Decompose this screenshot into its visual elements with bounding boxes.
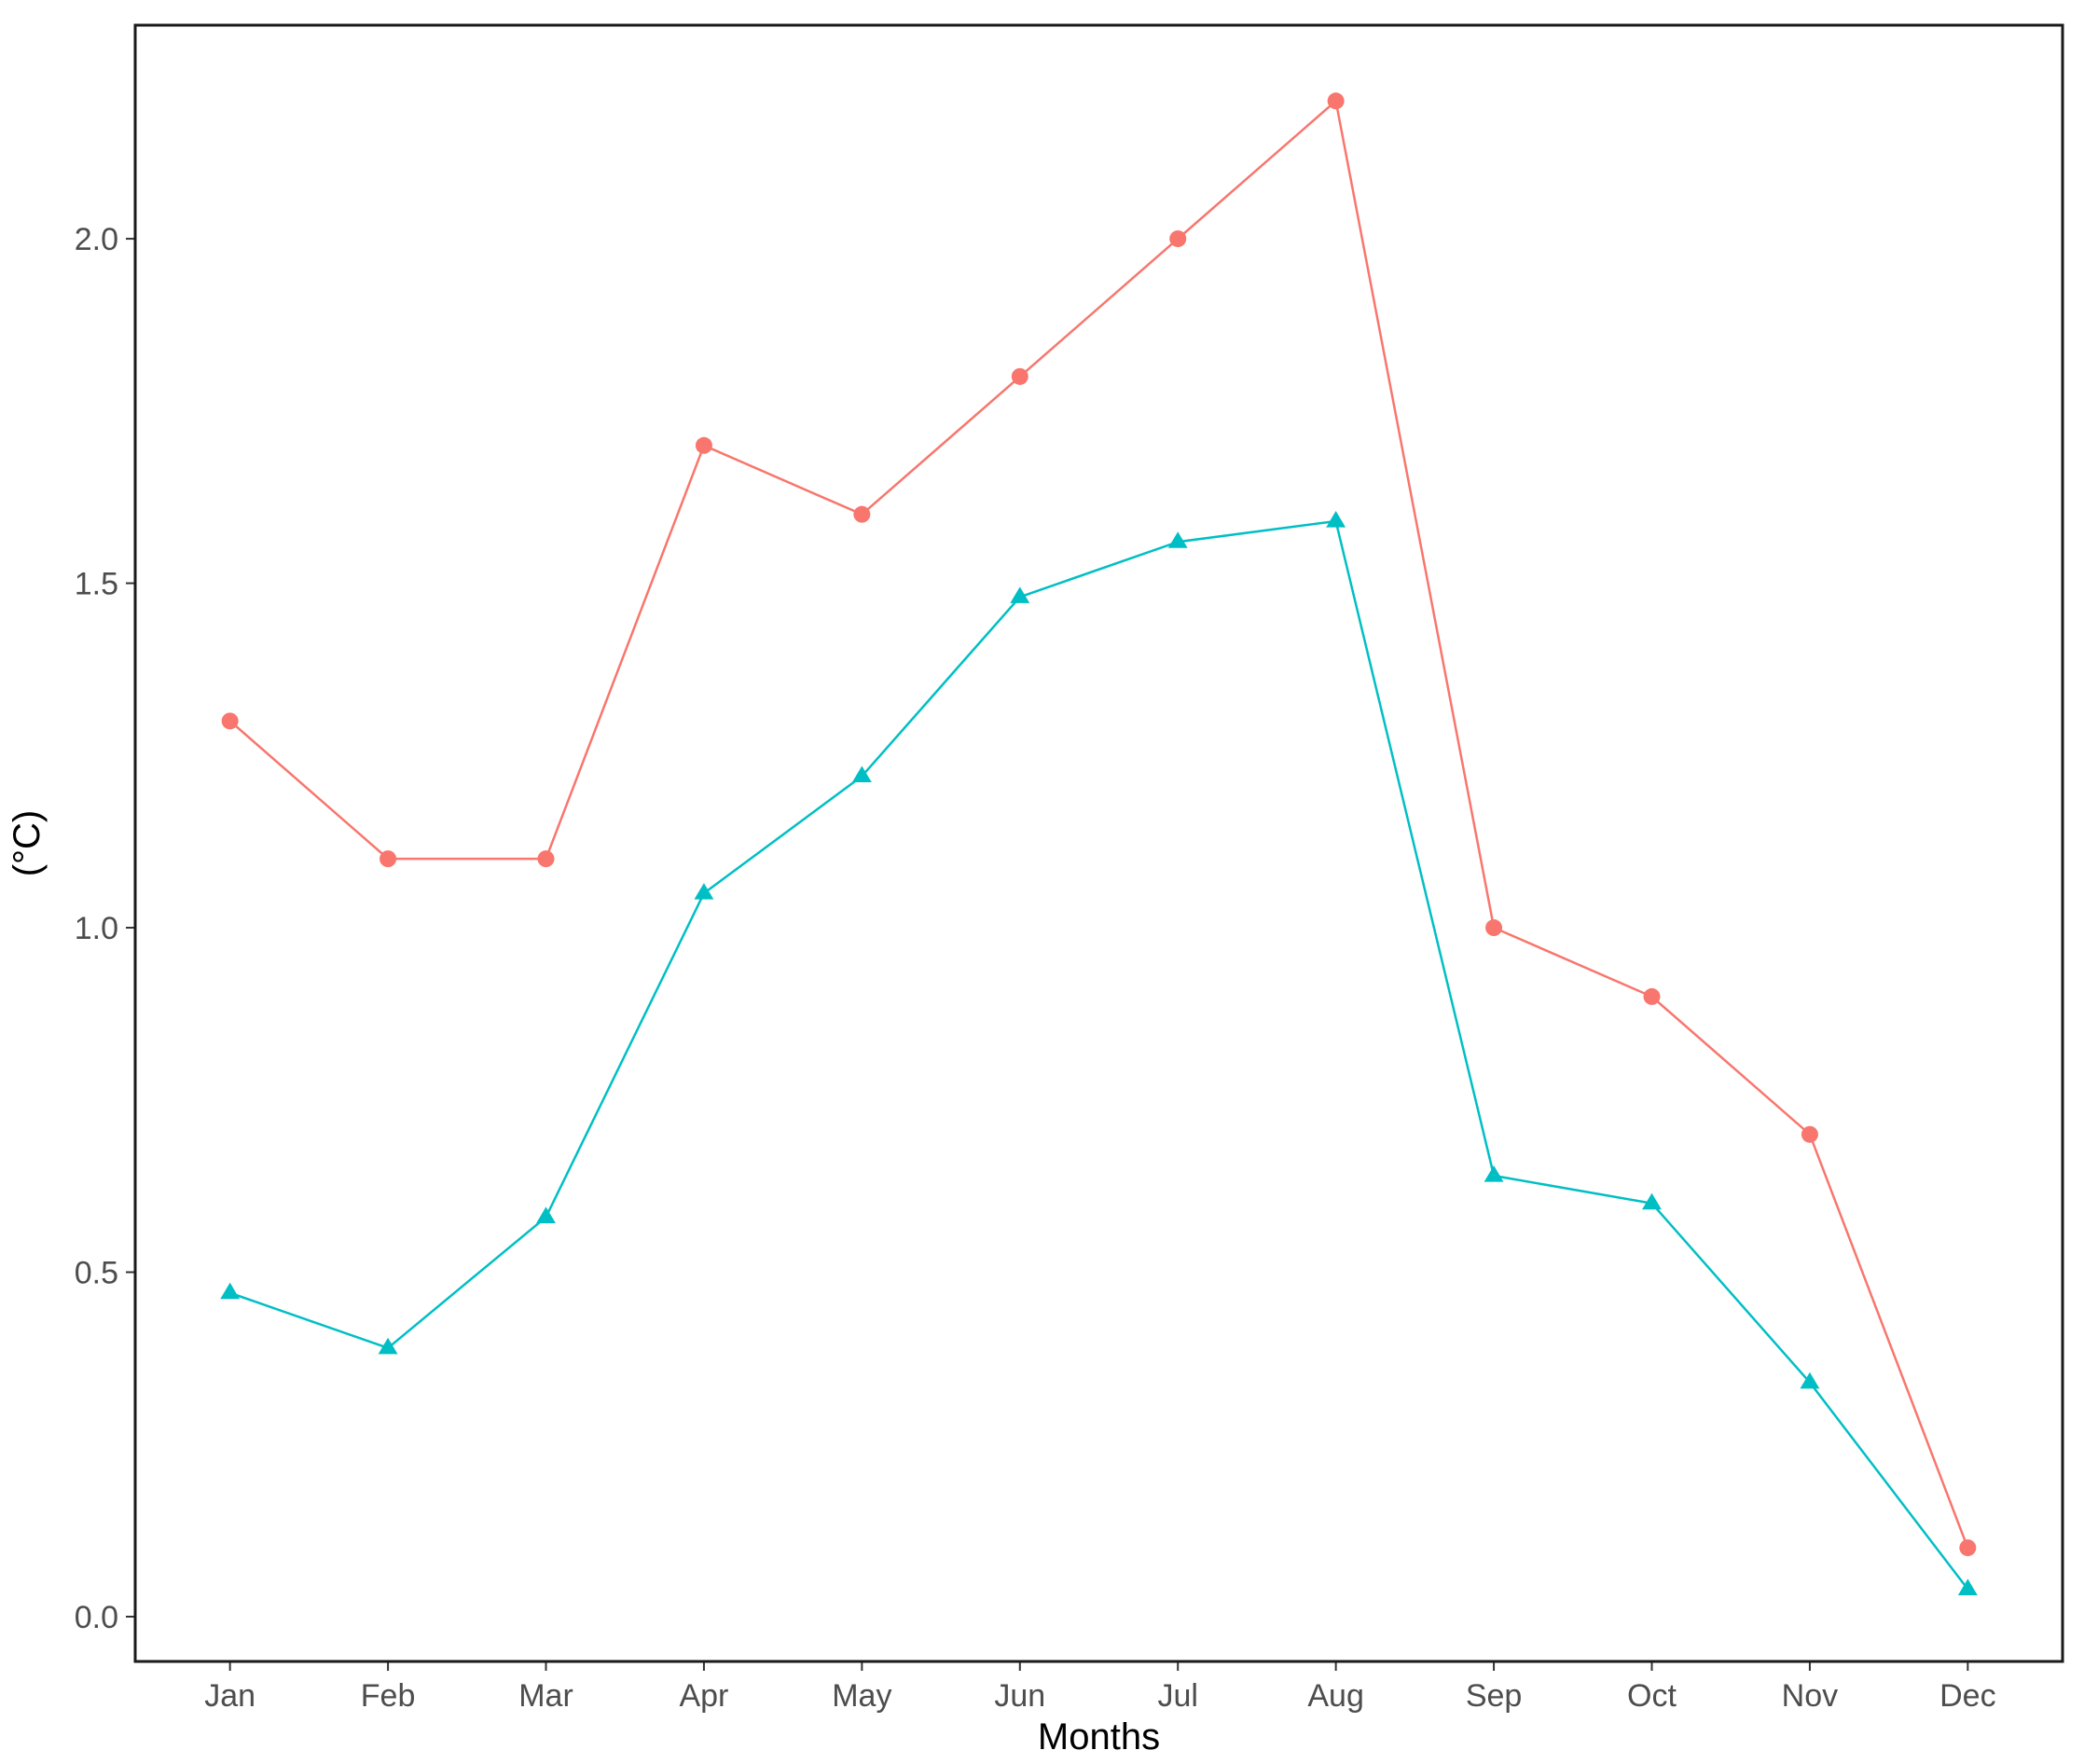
x-tick-label: Nov: [1782, 1678, 1838, 1714]
data-point: [1957, 1578, 1978, 1596]
data-point: [1642, 1192, 1662, 1210]
data-point: [1011, 367, 1028, 385]
axes: 0.0 0.5 1.0 1.5 2.0 Jan Feb Mar Apr May Jun Jul Aug S…: [75, 222, 1996, 1714]
x-tick-label: Aug: [1307, 1678, 1364, 1714]
data-point: [1643, 987, 1661, 1005]
x-tick-label: Oct: [1627, 1678, 1677, 1714]
x-tick-label: Apr: [679, 1678, 728, 1714]
x-tick-label: Sep: [1466, 1678, 1523, 1714]
data-point: [1959, 1539, 1977, 1557]
data-point: [1800, 1371, 1820, 1389]
x-tick-label: Jun: [994, 1678, 1045, 1714]
y-tick-label: 2.0: [75, 222, 118, 257]
data-point: [1169, 230, 1187, 248]
series-2: [220, 511, 1978, 1596]
x-tick-label: Jan: [204, 1678, 255, 1714]
data-point: [1485, 919, 1503, 937]
data-point: [694, 883, 714, 900]
data-point: [1010, 586, 1030, 603]
data-point: [1484, 1165, 1504, 1182]
y-tick-label: 1.5: [75, 567, 118, 602]
data-point: [1326, 511, 1346, 528]
plot-frame: [133, 23, 2064, 1663]
data-point: [380, 850, 397, 868]
series-layer: [220, 92, 1978, 1596]
data-point: [1327, 92, 1345, 110]
data-point: [536, 1206, 556, 1223]
data-point: [851, 765, 872, 783]
x-axis-title: Months: [1038, 1716, 1160, 1757]
x-tick-label: Dec: [1939, 1678, 1995, 1714]
x-tick-label: Mar: [518, 1678, 573, 1714]
series-1: [221, 92, 1977, 1557]
y-tick-label: 1.0: [75, 911, 118, 946]
data-point: [853, 505, 871, 523]
series-line: [229, 519, 1969, 1591]
y-tick-label: 0.0: [75, 1600, 118, 1635]
data-point: [1801, 1125, 1818, 1143]
data-point: [695, 436, 712, 454]
y-tick-label: 0.5: [75, 1255, 118, 1290]
x-tick-label: Feb: [361, 1678, 416, 1714]
x-tick-label: Jul: [1157, 1678, 1197, 1714]
data-point: [1167, 531, 1188, 548]
data-point: [378, 1337, 398, 1355]
data-point: [221, 712, 239, 730]
x-tick-label: May: [832, 1678, 891, 1714]
data-point: [220, 1282, 241, 1300]
y-axis-title: (°C): [7, 810, 48, 877]
data-point: [537, 850, 555, 868]
series-line: [228, 98, 1969, 1549]
